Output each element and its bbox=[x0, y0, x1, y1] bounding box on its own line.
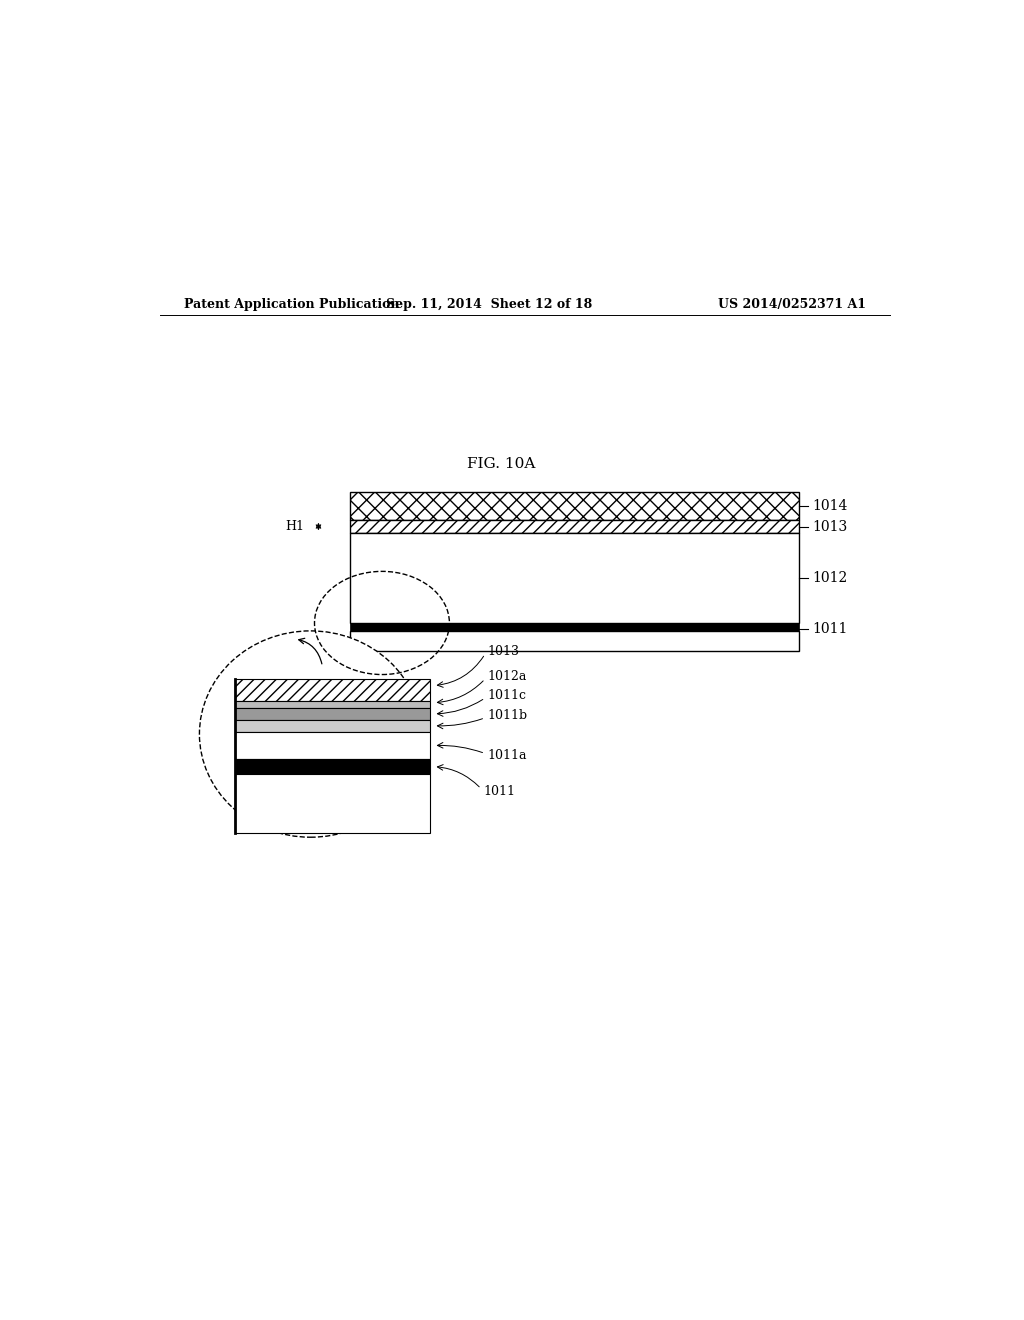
Bar bbox=[236, 708, 430, 719]
Bar bbox=[236, 678, 430, 701]
Ellipse shape bbox=[200, 631, 422, 837]
Bar bbox=[350, 520, 799, 533]
Text: 1011c: 1011c bbox=[487, 689, 526, 702]
Bar bbox=[236, 701, 430, 708]
Bar bbox=[350, 492, 799, 520]
Text: 1013: 1013 bbox=[487, 645, 519, 659]
Bar bbox=[350, 631, 799, 651]
Text: 1011: 1011 bbox=[812, 622, 848, 636]
Text: 1012a: 1012a bbox=[487, 671, 527, 682]
Bar bbox=[236, 759, 430, 774]
Text: Sep. 11, 2014  Sheet 12 of 18: Sep. 11, 2014 Sheet 12 of 18 bbox=[386, 298, 592, 312]
Text: 1012: 1012 bbox=[812, 572, 847, 585]
Text: 1013: 1013 bbox=[812, 520, 847, 533]
Bar bbox=[236, 731, 430, 759]
Text: 1011b: 1011b bbox=[487, 709, 527, 722]
Text: Patent Application Publication: Patent Application Publication bbox=[183, 298, 399, 312]
Text: US 2014/0252371 A1: US 2014/0252371 A1 bbox=[718, 298, 866, 312]
Text: 1011a: 1011a bbox=[487, 750, 527, 763]
Text: H1: H1 bbox=[285, 520, 304, 533]
Bar bbox=[350, 623, 799, 631]
Bar bbox=[350, 533, 799, 623]
Text: FIG. 10A: FIG. 10A bbox=[467, 457, 536, 471]
Bar bbox=[236, 774, 430, 833]
Text: 1011: 1011 bbox=[483, 785, 515, 799]
Bar bbox=[236, 719, 430, 731]
Text: 1014: 1014 bbox=[812, 499, 848, 513]
